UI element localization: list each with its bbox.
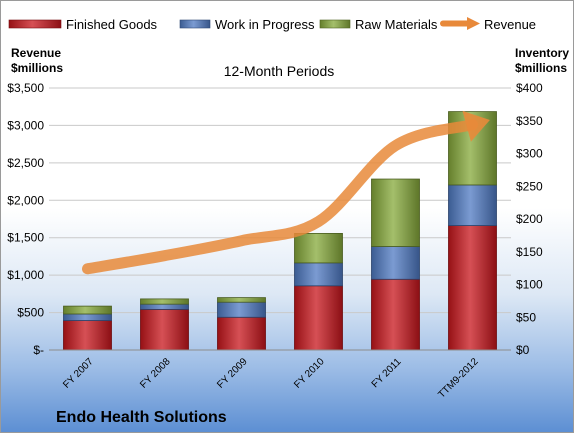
right-tick-label: $100 bbox=[516, 278, 543, 292]
right-tick-label: $250 bbox=[516, 179, 543, 193]
legend-label: Raw Materials bbox=[355, 17, 438, 32]
bar-raw-materials bbox=[63, 305, 112, 315]
right-tick-label: $400 bbox=[516, 81, 543, 95]
bar-finished-goods bbox=[448, 225, 497, 351]
bar-finished-goods bbox=[217, 316, 266, 351]
right-tick-label: $350 bbox=[516, 114, 543, 128]
left-axis-title-line2: $millions bbox=[11, 61, 63, 75]
legend-label: Revenue bbox=[484, 17, 536, 32]
legend-swatch-2 bbox=[319, 19, 351, 29]
left-tick-label: $1,500 bbox=[7, 231, 44, 245]
right-tick-label: $300 bbox=[516, 147, 543, 161]
left-tick-label: $2,500 bbox=[7, 156, 44, 170]
bar-work-in-progress bbox=[294, 262, 343, 287]
bar-work-in-progress bbox=[140, 303, 189, 310]
bar-work-in-progress bbox=[448, 184, 497, 226]
revenue-arrow-head bbox=[462, 110, 490, 142]
legend-label: Work in Progress bbox=[215, 17, 315, 32]
category-label: FY 2009 bbox=[215, 356, 250, 391]
legend-swatch-0 bbox=[8, 19, 62, 29]
category-label: FY 2011 bbox=[370, 356, 404, 390]
chart-subtitle: 12-Month Periods bbox=[224, 63, 335, 79]
left-tick-label: $3,000 bbox=[7, 118, 44, 132]
bar-raw-materials bbox=[371, 178, 420, 247]
right-tick-label: $150 bbox=[516, 245, 543, 259]
bar-finished-goods bbox=[140, 308, 189, 351]
left-tick-label: $1,000 bbox=[7, 268, 44, 282]
left-axis-title-line1: Revenue bbox=[11, 46, 61, 60]
category-label: TTM9-2012 bbox=[436, 356, 481, 401]
right-tick-label: $200 bbox=[516, 212, 543, 226]
bar-work-in-progress bbox=[217, 301, 266, 318]
bar-finished-goods bbox=[294, 285, 343, 351]
left-tick-label: $3,500 bbox=[7, 81, 44, 95]
legend-swatch-1 bbox=[179, 19, 211, 29]
bar-raw-materials bbox=[140, 298, 189, 305]
bar-raw-materials bbox=[294, 233, 343, 264]
left-tick-label: $500 bbox=[17, 306, 44, 320]
category-label: FY 2010 bbox=[292, 356, 327, 391]
bar-finished-goods bbox=[371, 278, 420, 351]
right-axis-title-line2: $millions bbox=[515, 61, 567, 75]
right-tick-label: $0 bbox=[516, 343, 530, 357]
category-label: FY 2007 bbox=[61, 356, 96, 391]
right-tick-label: $50 bbox=[516, 310, 536, 324]
right-axis-title-line1: Inventory bbox=[515, 46, 569, 60]
legend-line-arrow bbox=[467, 17, 480, 30]
legend-label: Finished Goods bbox=[66, 17, 158, 32]
bar-finished-goods bbox=[63, 320, 112, 351]
bar-raw-materials bbox=[217, 297, 266, 303]
bar-work-in-progress bbox=[371, 246, 420, 280]
left-tick-label: $2,000 bbox=[7, 193, 44, 207]
left-tick-label: $- bbox=[33, 343, 44, 357]
bar-work-in-progress bbox=[63, 313, 112, 321]
category-label: FY 2008 bbox=[138, 356, 173, 391]
company-name: Endo Health Solutions bbox=[56, 409, 227, 426]
revenue-line bbox=[82, 119, 478, 275]
